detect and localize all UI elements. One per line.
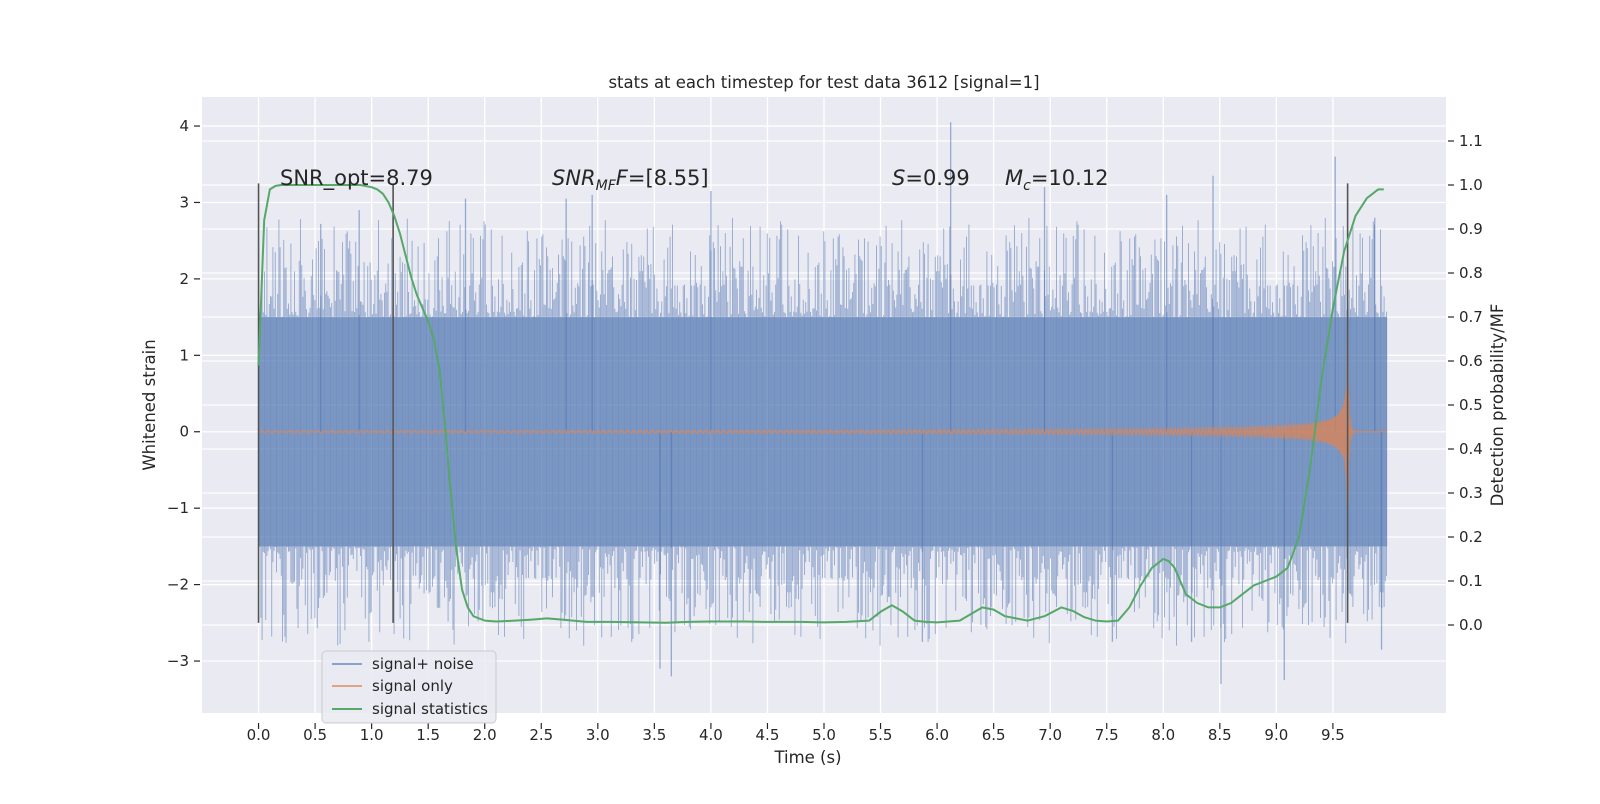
x-tick-label: 1.0 [360, 726, 384, 744]
mc-annotation: Mc=10.12 [1005, 166, 1109, 194]
x-axis-label: Time (s) [773, 748, 841, 767]
x-tick-label: 5.0 [812, 726, 836, 744]
signal-statistics-line [257, 184, 1384, 624]
y2-tick-label: 1.1 [1459, 132, 1483, 150]
x-tick-label: 0.5 [303, 726, 327, 744]
chart-title: stats at each timestep for test data 361… [608, 73, 1039, 92]
y2-tick-label: 0.0 [1459, 616, 1483, 634]
x-tick-label: 6.0 [925, 726, 949, 744]
mc-subscript: c [1023, 178, 1031, 194]
x-tick-label: 6.5 [982, 726, 1006, 744]
y2-tick-label: 0.8 [1459, 264, 1483, 282]
s-name: S [892, 166, 905, 190]
snr-mf-annotation: SNRMFF=[8.55] [552, 166, 709, 194]
y-tick-label: 3 [179, 193, 189, 211]
y-tick-label: −2 [167, 576, 189, 594]
x-tick-label: 5.5 [869, 726, 893, 744]
legend-frame [321, 650, 497, 724]
mc-name: M [1005, 166, 1023, 190]
x-tick-label: 2.5 [529, 726, 553, 744]
snr-mf-value: =[8.55] [628, 166, 709, 190]
y2-tick-label: 0.9 [1459, 220, 1483, 238]
snr-mf-name: SNR [552, 166, 596, 190]
snr-mf-f: F [616, 166, 629, 190]
x-tick-label: 3.5 [642, 726, 666, 744]
x-tick-label: 7.5 [1095, 726, 1119, 744]
signal-only-line [258, 332, 1388, 508]
x-tick-label: 2.0 [473, 726, 497, 744]
legend-label-signal-statistics: signal statistics [372, 700, 488, 718]
y2-tick-label: 0.5 [1459, 396, 1483, 414]
x-tick-label: 3.0 [586, 726, 610, 744]
x-tick-label: 1.5 [416, 726, 440, 744]
y-tick-label: −3 [167, 652, 189, 670]
y-tick-label: 4 [179, 117, 189, 135]
x-tick-label: 9.0 [1264, 726, 1288, 744]
axis-ticks: 0.0 0.5 1.0 1.5 2.0 2.5 3.0 3.5 4.0 4.5 5.0 5.5 6.0 6… [167, 117, 1483, 744]
snr-opt-annotation: SNR_opt=8.79 [280, 166, 433, 191]
y2-tick-label: 0.3 [1459, 484, 1483, 502]
y2-tick-label: 0.6 [1459, 352, 1483, 370]
data-layer [258, 122, 1388, 684]
legend: signal+ noise signal only signal statist… [321, 650, 497, 724]
y2-axis-label: Detection probability/MF [1488, 304, 1507, 507]
x-tick-label: 8.5 [1208, 726, 1232, 744]
y-tick-label: 1 [179, 346, 189, 364]
y-tick-label: 0 [179, 423, 189, 441]
x-tick-label: 9.5 [1321, 726, 1345, 744]
y-tick-label: −1 [167, 499, 189, 517]
y2-tick-label: 1.0 [1459, 176, 1483, 194]
x-tick-label: 8.0 [1151, 726, 1175, 744]
x-tick-label: 7.0 [1038, 726, 1062, 744]
legend-label-signal-only: signal only [372, 677, 453, 695]
x-tick-label: 0.0 [247, 726, 271, 744]
y2-tick-label: 0.7 [1459, 308, 1483, 326]
legend-label-signal-noise: signal+ noise [372, 655, 474, 673]
y2-tick-label: 0.4 [1459, 440, 1483, 458]
s-value: =0.99 [905, 166, 969, 190]
x-tick-label: 4.5 [756, 726, 780, 744]
detection-window-lines [257, 183, 1384, 624]
y-axis-label: Whitened strain [140, 339, 159, 470]
s-annotation: S=0.99 [892, 166, 970, 190]
mc-value: =10.12 [1031, 166, 1109, 190]
y-tick-label: 2 [179, 270, 189, 288]
snr-mf-subscript: MF [596, 178, 617, 194]
y2-tick-label: 0.2 [1459, 528, 1483, 546]
y2-tick-label: 0.1 [1459, 572, 1483, 590]
x-tick-label: 4.0 [699, 726, 723, 744]
